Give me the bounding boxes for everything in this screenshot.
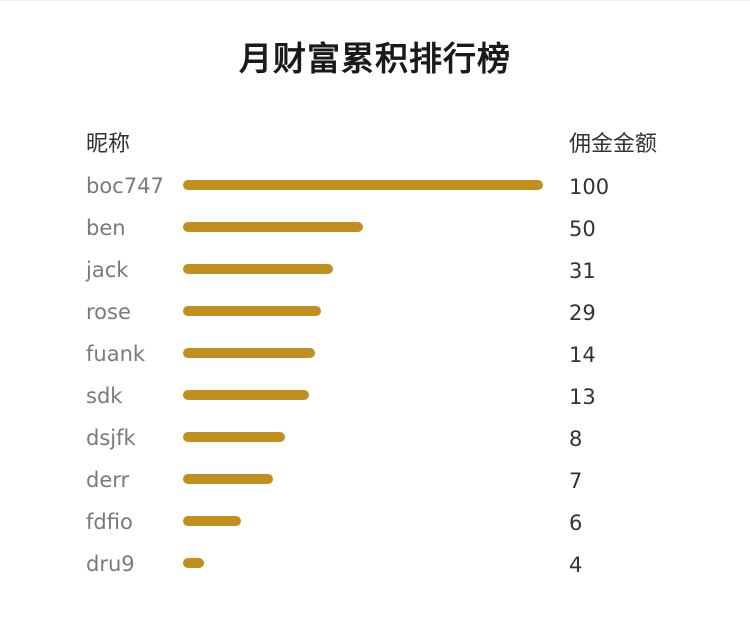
amount-bar bbox=[183, 432, 285, 442]
amount-value: 50 bbox=[569, 217, 596, 241]
amount-value: 100 bbox=[569, 175, 610, 199]
amount-value: 8 bbox=[569, 427, 583, 451]
column-header-amount: 佣金金额 bbox=[569, 132, 658, 157]
amount-bar bbox=[183, 558, 204, 568]
nickname-label: boc747 bbox=[86, 174, 164, 198]
list-item: derr 7 bbox=[0, 460, 750, 502]
amount-bar bbox=[183, 222, 363, 232]
list-item: fuank 14 bbox=[0, 334, 750, 376]
nickname-label: rose bbox=[86, 300, 131, 324]
nickname-label: dsjfk bbox=[86, 426, 136, 450]
list-item: ben 50 bbox=[0, 208, 750, 250]
bar-track bbox=[183, 432, 543, 442]
list-item: boc747 100 bbox=[0, 166, 750, 208]
amount-bar bbox=[183, 306, 321, 316]
amount-bar bbox=[183, 180, 543, 190]
list-item: dru9 4 bbox=[0, 544, 750, 586]
nickname-label: derr bbox=[86, 468, 130, 492]
list-item: fdfio 6 bbox=[0, 502, 750, 544]
list-item: dsjfk 8 bbox=[0, 418, 750, 460]
list-item: sdk 13 bbox=[0, 376, 750, 418]
bar-track bbox=[183, 306, 543, 316]
bar-track bbox=[183, 222, 543, 232]
amount-value: 29 bbox=[569, 301, 596, 325]
amount-value: 14 bbox=[569, 343, 596, 367]
nickname-label: ben bbox=[86, 216, 126, 240]
amount-bar bbox=[183, 264, 333, 274]
nickname-label: jack bbox=[86, 258, 129, 282]
amount-value: 4 bbox=[569, 553, 583, 577]
nickname-label: dru9 bbox=[86, 552, 135, 576]
bar-track bbox=[183, 264, 543, 274]
amount-bar bbox=[183, 390, 309, 400]
amount-value: 7 bbox=[569, 469, 583, 493]
nickname-label: sdk bbox=[86, 384, 123, 408]
amount-bar bbox=[183, 348, 315, 358]
bar-track bbox=[183, 516, 543, 526]
bar-track bbox=[183, 180, 543, 190]
top-divider bbox=[0, 0, 750, 1]
list-item: jack 31 bbox=[0, 250, 750, 292]
bar-track bbox=[183, 348, 543, 358]
bar-track bbox=[183, 474, 543, 484]
amount-value: 31 bbox=[569, 259, 596, 283]
nickname-label: fdfio bbox=[86, 510, 133, 534]
amount-bar bbox=[183, 516, 241, 526]
nickname-label: fuank bbox=[86, 342, 146, 366]
column-header-nickname: 昵称 bbox=[86, 132, 131, 157]
amount-bar bbox=[183, 474, 273, 484]
bar-track bbox=[183, 390, 543, 400]
page-title: 月财富累积排行榜 bbox=[239, 39, 511, 78]
amount-value: 13 bbox=[569, 385, 596, 409]
list-item: rose 29 bbox=[0, 292, 750, 334]
amount-value: 6 bbox=[569, 511, 583, 535]
bar-track bbox=[183, 558, 543, 568]
